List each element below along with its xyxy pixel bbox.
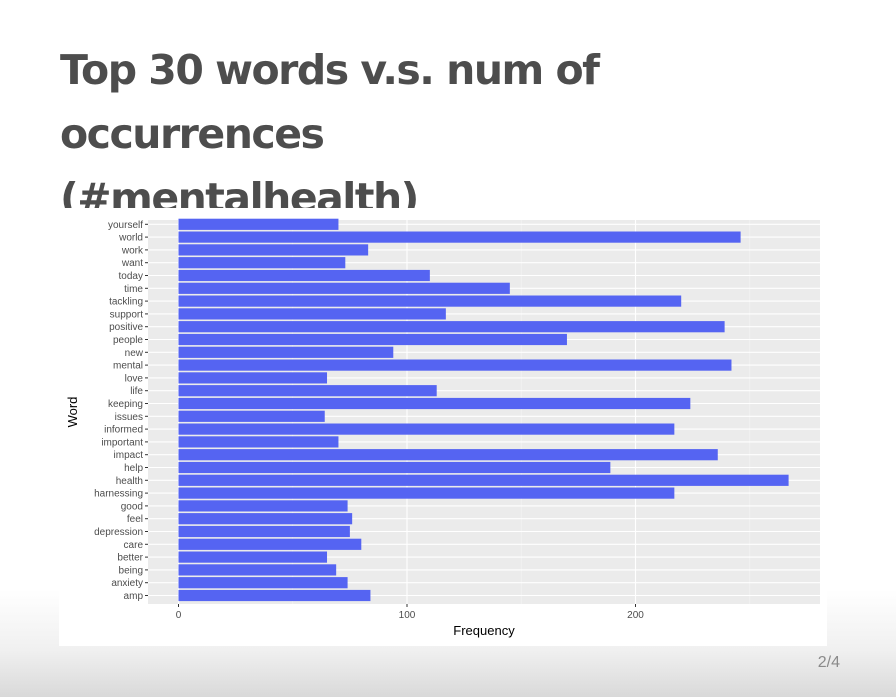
- bar-impact: [178, 449, 718, 461]
- y-tick-label: want: [121, 258, 143, 269]
- y-tick-label: new: [125, 348, 144, 359]
- bar-work: [178, 244, 369, 256]
- y-tick-label: tackling: [109, 297, 143, 308]
- bar-time: [178, 282, 510, 294]
- bar-yourself: [178, 218, 339, 230]
- y-tick-label: amp: [124, 591, 144, 602]
- y-tick-label: keeping: [108, 399, 143, 410]
- bar-harnessing: [178, 487, 675, 499]
- chart-card: amp anxiety being better care depression feel g…: [59, 208, 827, 646]
- x-tick-label: 100: [399, 610, 416, 621]
- bar-better: [178, 551, 328, 563]
- bar-today: [178, 269, 430, 282]
- bar-new: [178, 346, 394, 358]
- y-tick-label: life: [130, 386, 143, 397]
- y-tick-label: work: [121, 245, 144, 256]
- y-tick-label: anxiety: [111, 578, 143, 589]
- bar-mental: [178, 359, 732, 371]
- x-axis-title: Frequency: [453, 623, 515, 638]
- bar-positive: [178, 321, 725, 333]
- y-tick-label: impact: [114, 450, 144, 461]
- bar-life: [178, 385, 437, 397]
- y-tick-label: important: [101, 437, 143, 448]
- bar-depression: [178, 525, 350, 538]
- y-axis-title: Word: [65, 397, 80, 428]
- y-tick-label: mental: [113, 361, 143, 372]
- bar-good: [178, 500, 348, 512]
- bar-being: [178, 564, 337, 576]
- y-tick-label: yourself: [108, 220, 143, 231]
- bar-anxiety: [178, 577, 348, 589]
- bar-help: [178, 461, 611, 474]
- bar-world: [178, 231, 741, 243]
- y-tick-label: better: [117, 553, 143, 564]
- bar-people: [178, 333, 567, 346]
- y-tick-label: good: [121, 501, 143, 512]
- x-tick-label: 0: [176, 610, 182, 621]
- slide-title: Top 30 words v.s. num of occurrences (#m…: [60, 38, 860, 230]
- y-tick-label: love: [125, 373, 144, 384]
- y-tick-label: positive: [109, 322, 143, 333]
- y-tick-label: harnessing: [94, 489, 143, 500]
- bar-support: [178, 308, 446, 320]
- y-tick-label: care: [124, 540, 144, 551]
- y-tick-label: time: [124, 284, 143, 295]
- bar-love: [178, 372, 328, 384]
- bar-health: [178, 474, 789, 486]
- y-tick-label: issues: [115, 412, 143, 423]
- y-tick-label: informed: [104, 425, 143, 436]
- y-tick-label: people: [113, 335, 143, 346]
- grid-layer: [148, 220, 820, 604]
- y-tick-label: world: [118, 233, 143, 244]
- bar-amp: [178, 589, 371, 602]
- y-tick-label: feel: [127, 514, 143, 525]
- bar-care: [178, 538, 362, 550]
- y-tick-label: help: [124, 463, 143, 474]
- bar-layer: [178, 218, 789, 602]
- y-tick-label: health: [116, 476, 143, 487]
- bar-feel: [178, 513, 353, 525]
- title-line-1: Top 30 words v.s. num of occurrences: [60, 46, 600, 158]
- y-tick-label: depression: [94, 527, 143, 538]
- x-tick-label: 200: [627, 610, 644, 621]
- y-tick-label: support: [110, 309, 144, 320]
- page-number: 2/4: [817, 654, 840, 671]
- bar-tackling: [178, 295, 682, 307]
- bar-important: [178, 436, 339, 448]
- bar-issues: [178, 410, 325, 422]
- bar-informed: [178, 423, 675, 435]
- bar-keeping: [178, 397, 691, 410]
- y-tick-label: today: [119, 271, 143, 282]
- y-tick-label: being: [119, 565, 143, 576]
- x-axis: 0 100 200: [176, 604, 644, 621]
- bar-want: [178, 257, 346, 269]
